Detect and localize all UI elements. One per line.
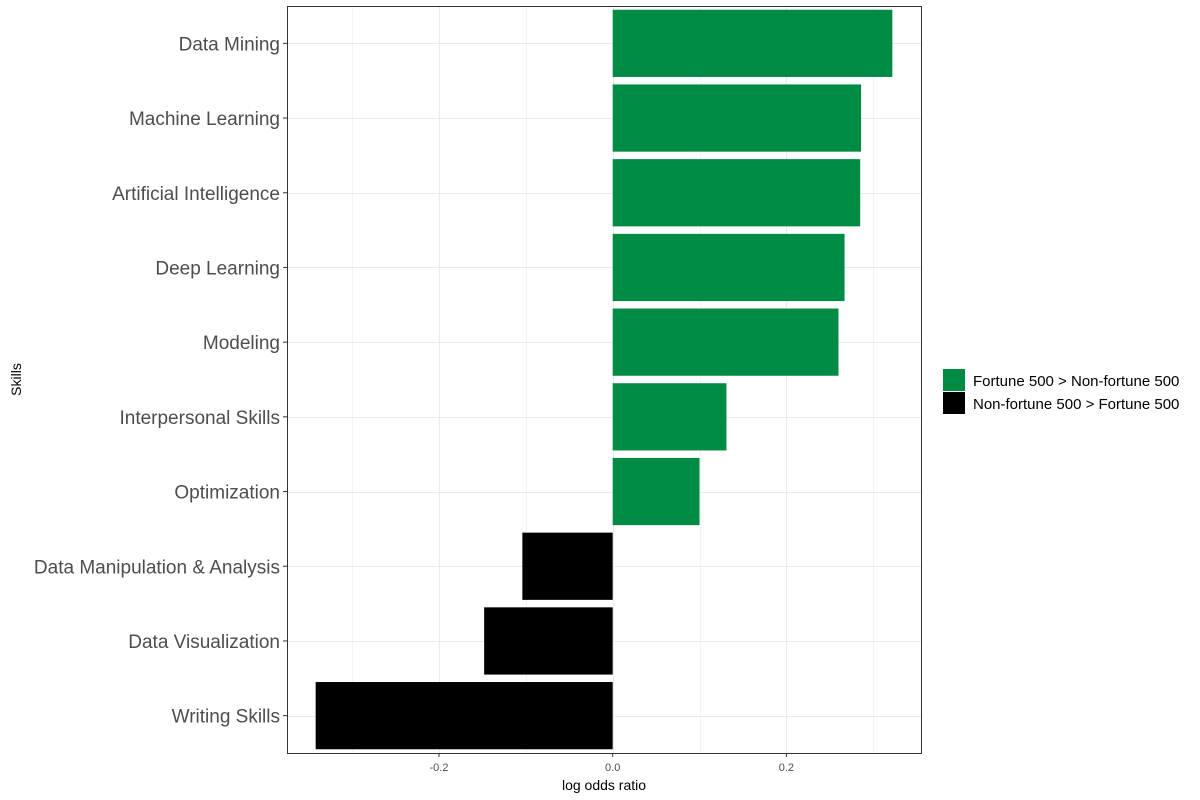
y-tick-label: Data Mining: [179, 34, 280, 55]
bar-artificial-intelligence: [612, 159, 861, 227]
x-tick-label: -0.2: [430, 762, 449, 774]
y-tick-label: Artificial Intelligence: [112, 184, 280, 205]
y-axis-title: Skills: [8, 363, 24, 396]
y-tick-label: Interpersonal Skills: [119, 408, 280, 429]
y-tick-label: Deep Learning: [155, 258, 280, 279]
y-tick-label: Modeling: [203, 333, 280, 354]
y-tick-label: Data Visualization: [128, 632, 280, 653]
y-tick-label: Machine Learning: [129, 109, 280, 130]
y-tick-label: Data Manipulation & Analysis: [34, 557, 280, 578]
bar-deep-learning: [612, 233, 845, 302]
y-tick-label: Writing Skills: [172, 707, 280, 728]
bar-machine-learning: [612, 84, 862, 152]
x-tick-label: 0.0: [605, 762, 620, 774]
x-axis: -0.2 0.0 0.2: [430, 753, 794, 774]
bar-data-manipulation-analysis: [522, 532, 613, 600]
y-tick-label: Optimization: [174, 483, 280, 504]
bar-interpersonal-skills: [612, 383, 727, 451]
legend-label-non-fortune: Non-fortune 500 > Fortune 500: [973, 396, 1179, 413]
bar-modeling: [612, 308, 839, 376]
x-axis-title: log odds ratio: [562, 777, 646, 793]
y-axis: Data Mining Machine Learning Artificial In…: [34, 34, 287, 728]
x-tick-label: 0.2: [779, 762, 794, 774]
legend-swatch-fortune: [943, 369, 965, 391]
legend-label-fortune: Fortune 500 > Non-fortune 500: [973, 373, 1179, 390]
legend: Fortune 500 > Non-fortune 500 Non-fortun…: [943, 369, 1179, 414]
bars: [315, 9, 893, 750]
bar-writing-skills: [315, 682, 613, 750]
bar-data-visualization: [484, 607, 613, 675]
bar-optimization: [612, 457, 700, 526]
panel-border: [287, 6, 922, 754]
bar-data-mining: [612, 9, 893, 77]
legend-swatch-non-fortune: [943, 392, 965, 414]
